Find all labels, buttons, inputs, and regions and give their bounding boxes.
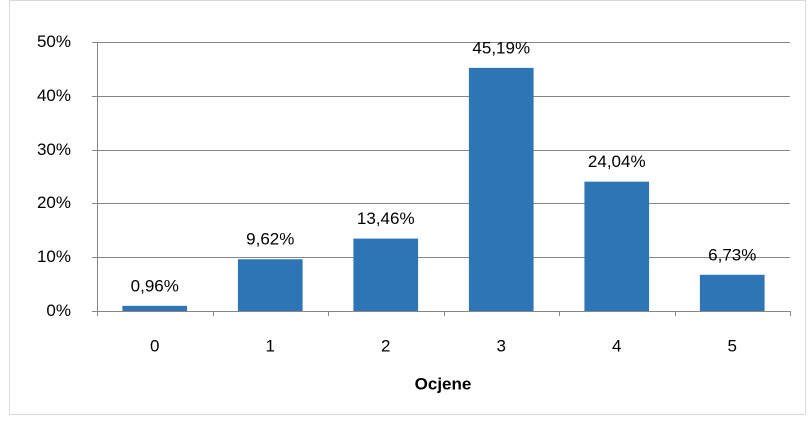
y-tick-label: 0% [46,301,71,320]
data-label: 13,46% [357,209,415,228]
bar [699,274,765,311]
bar [584,181,650,311]
data-label: 9,62% [246,230,294,249]
x-tick-label: 0 [150,336,159,355]
x-tick-label: 3 [497,336,506,355]
chart-frame [9,0,806,415]
x-axis-label: Ocjene [415,374,472,393]
data-label: 45,19% [472,38,530,57]
y-tick-label: 30% [37,140,71,159]
y-tick-label: 40% [37,86,71,105]
y-tick-label: 10% [37,247,71,266]
bar [468,67,534,311]
bar [237,259,303,311]
bar [122,305,188,311]
bar [353,238,419,311]
y-tick-label: 50% [37,32,71,51]
x-tick-label: 4 [612,336,621,355]
x-tick-label: 1 [266,336,275,355]
y-tick-label: 20% [37,193,71,212]
data-label: 6,73% [708,245,756,264]
data-label: 0,96% [131,276,179,295]
x-tick-label: 2 [381,336,390,355]
x-tick-label: 5 [728,336,737,355]
data-label: 24,04% [588,152,646,171]
